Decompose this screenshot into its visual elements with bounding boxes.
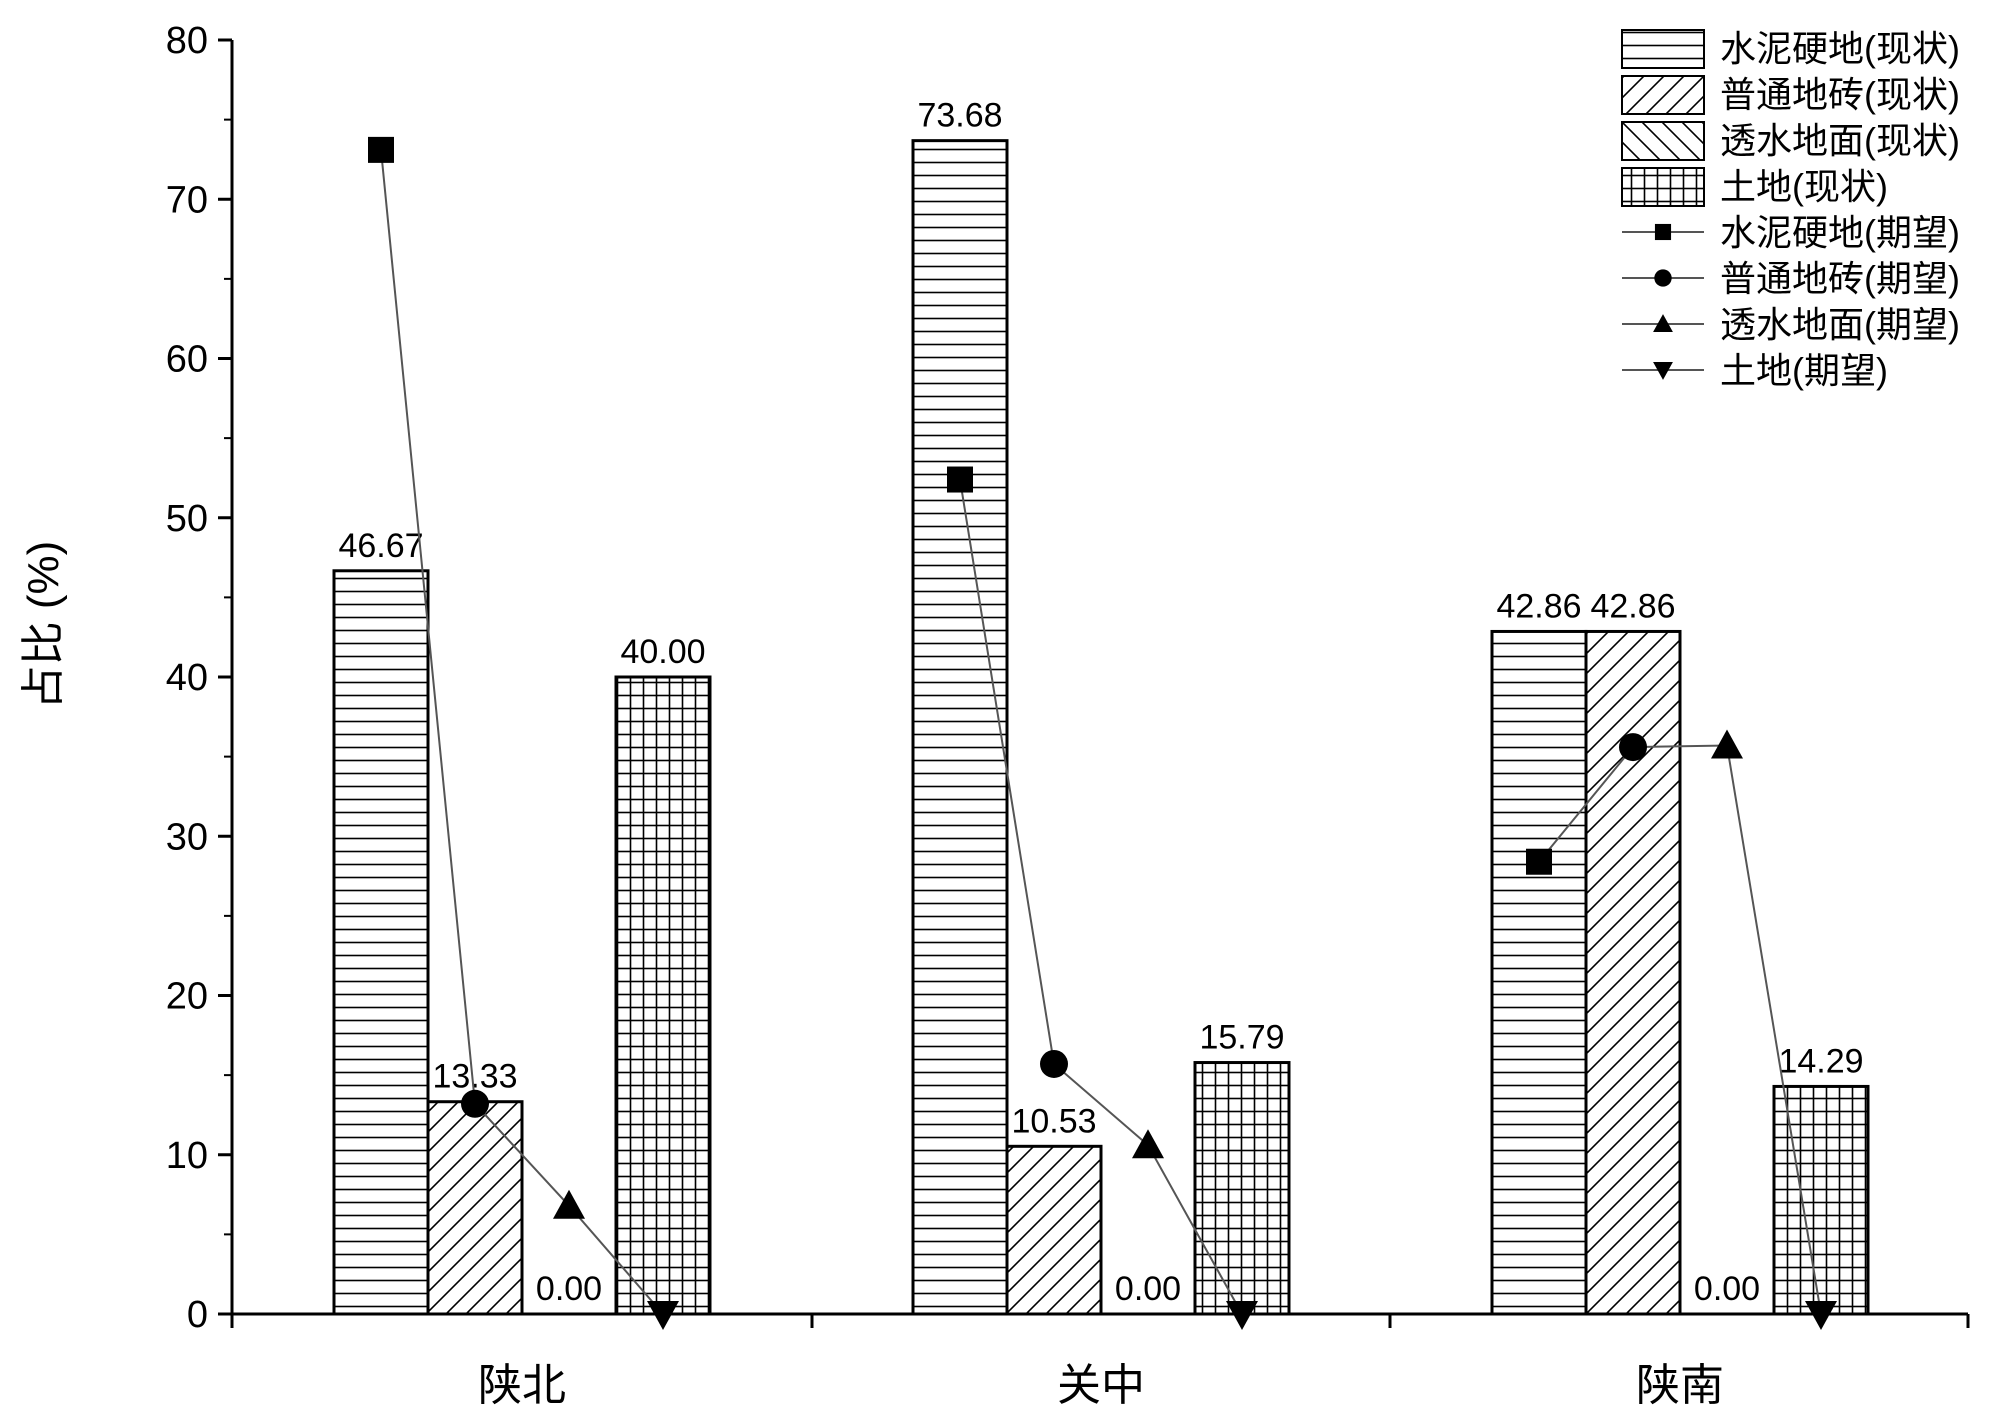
bar-data-label: 0.00	[1115, 1270, 1181, 1308]
y-tick-label: 60	[166, 339, 208, 381]
triangle-up-marker	[553, 1189, 585, 1219]
square-marker	[1526, 848, 1552, 875]
y-tick-label: 40	[166, 657, 208, 699]
y-axis-title: 占比 (%)	[19, 541, 68, 710]
bar-data-label: 42.86	[1590, 587, 1675, 625]
triangle-up-marker	[1653, 314, 1673, 333]
triangle-down-marker	[1653, 361, 1673, 380]
bar-data-label: 0.00	[1694, 1270, 1760, 1308]
bars	[332, 139, 1870, 1316]
bar-data-label: 73.68	[917, 97, 1002, 135]
bar-data-label: 42.86	[1496, 587, 1581, 625]
y-tick-label: 20	[166, 976, 208, 1018]
y-tick-label: 0	[187, 1294, 208, 1336]
square-marker	[1654, 223, 1672, 241]
y-tick-label: 50	[166, 498, 208, 540]
triangle-down-marker	[1226, 1301, 1258, 1330]
legend-label: 透水地面(期望)	[1720, 304, 1960, 345]
bar-data-label: 10.53	[1011, 1102, 1096, 1140]
triangle-up-marker	[1711, 729, 1743, 759]
x-category-label: 关中	[1057, 1361, 1145, 1410]
expected-line	[959, 479, 1243, 1315]
bar	[332, 569, 430, 1316]
legend-swatch	[1621, 167, 1705, 207]
square-marker	[947, 466, 973, 493]
y-tick-label: 80	[166, 20, 208, 62]
legend: 水泥硬地(现状) 普通地砖(现状) 透水地面(现状) 土地(现状) 水泥硬地(期望) 普通…	[1621, 28, 1960, 391]
bar-data-label: 14.29	[1778, 1042, 1863, 1080]
circle-marker	[1654, 269, 1672, 287]
bar	[1193, 1061, 1291, 1316]
y-tick-label: 30	[166, 816, 208, 858]
y-ticks: 0 10 20 30 40 50 60 70 80	[166, 20, 232, 1336]
bar-labels: 46.67 13.33 0.00 40.00 73.68 10.53 0.00 15.79 42…	[338, 97, 1863, 1308]
circle-marker	[1040, 1049, 1068, 1078]
bar	[1005, 1144, 1103, 1316]
legend-label: 普通地砖(期望)	[1720, 258, 1960, 299]
triangle-down-marker	[647, 1301, 679, 1330]
triangle-down-marker	[1805, 1301, 1837, 1330]
legend-label: 透水地面(现状)	[1720, 120, 1960, 161]
expected-line	[1538, 744, 1822, 1315]
bar-data-label: 0.00	[536, 1270, 602, 1308]
y-tick-label: 70	[166, 179, 208, 221]
bar	[1490, 629, 1588, 1316]
bar-data-label: 40.00	[620, 633, 705, 671]
legend-label: 普通地砖(现状)	[1720, 74, 1960, 115]
circle-marker	[1619, 733, 1647, 762]
y-tick-label: 10	[166, 1135, 208, 1177]
legend-label: 水泥硬地(期望)	[1720, 212, 1960, 253]
legend-label: 土地(期望)	[1720, 350, 1888, 391]
x-category-label: 陕南	[1636, 1361, 1724, 1410]
expected-lines	[368, 136, 1837, 1330]
expected-line	[380, 149, 664, 1315]
circle-marker	[461, 1089, 489, 1118]
bar	[614, 675, 712, 1316]
legend-label: 水泥硬地(现状)	[1720, 28, 1960, 69]
legend-swatch	[1621, 29, 1705, 69]
bar-data-label: 13.33	[432, 1058, 517, 1096]
square-marker	[368, 136, 394, 163]
bar	[426, 1100, 524, 1316]
x-ticks: 陕北 关中 陕南	[230, 1314, 1970, 1410]
triangle-up-marker	[1132, 1129, 1164, 1159]
legend-swatch	[1621, 75, 1705, 115]
legend-swatch	[1621, 121, 1705, 161]
bar-data-label: 46.67	[338, 527, 423, 565]
bar	[911, 139, 1009, 1316]
legend-label: 土地(现状)	[1720, 166, 1888, 207]
bar-data-label: 15.79	[1199, 1019, 1284, 1057]
x-category-label: 陕北	[478, 1361, 566, 1410]
